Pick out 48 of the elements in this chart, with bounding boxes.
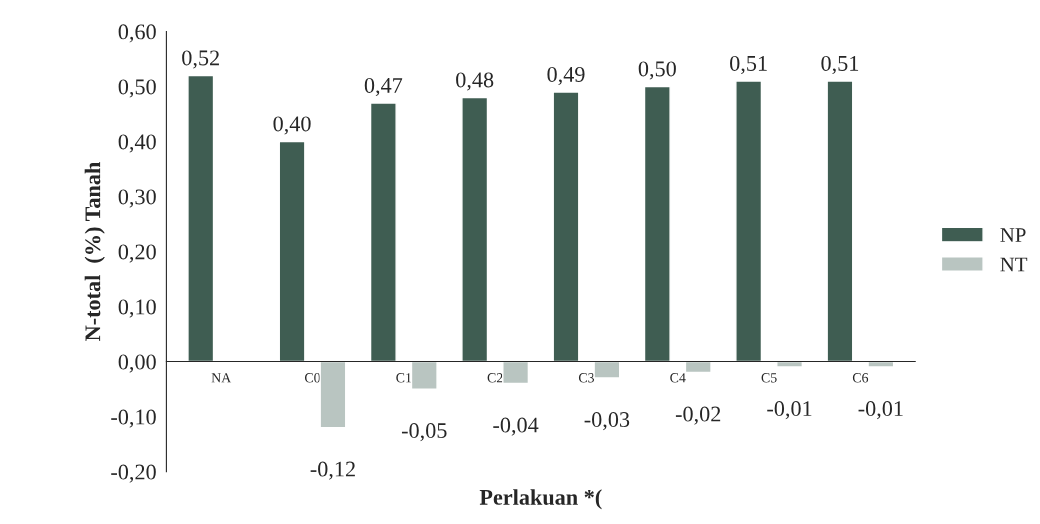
y-tick-label: 0,00 bbox=[118, 354, 156, 373]
x-tick-label: C4 bbox=[670, 373, 686, 383]
data-label: 0,49 bbox=[547, 66, 585, 86]
bar bbox=[735, 80, 763, 363]
bar bbox=[187, 74, 215, 363]
x-tick-label: C6 bbox=[852, 373, 869, 383]
y-tick-label: 0,40 bbox=[118, 134, 156, 153]
data-label: -0,03 bbox=[584, 412, 630, 431]
bar bbox=[410, 360, 438, 390]
data-label: -0,05 bbox=[401, 423, 447, 442]
data-label: -0,12 bbox=[310, 461, 355, 480]
x-tick-label: NA bbox=[211, 373, 232, 383]
data-label: 0,48 bbox=[456, 72, 494, 91]
data-label: -0,01 bbox=[858, 401, 903, 420]
y-tick-label: -0,10 bbox=[111, 409, 156, 428]
data-label: -0,04 bbox=[493, 417, 539, 436]
bar bbox=[369, 102, 397, 363]
data-label: -0,02 bbox=[675, 406, 721, 425]
x-tick-label: C2 bbox=[487, 373, 503, 383]
bar bbox=[593, 360, 621, 379]
y-tick-label: -0,20 bbox=[111, 464, 156, 483]
bar bbox=[643, 85, 671, 363]
data-label: 0,51 bbox=[730, 55, 767, 75]
bar bbox=[552, 91, 580, 363]
bar bbox=[461, 96, 489, 363]
y-tick-label: 0,60 bbox=[118, 24, 156, 43]
data-label: 0,40 bbox=[273, 116, 311, 135]
data-label: 0,52 bbox=[182, 50, 219, 69]
legend-label: NT bbox=[1000, 257, 1028, 272]
x-tick-label: C5 bbox=[761, 373, 777, 383]
y-axis-title: N-total (%) Tanah bbox=[84, 162, 105, 341]
bar bbox=[278, 140, 306, 363]
y-tick-label: 0,50 bbox=[118, 79, 156, 98]
x-tick-label: C0 bbox=[304, 373, 321, 383]
data-label: 0,50 bbox=[638, 61, 676, 80]
data-label: 0,47 bbox=[364, 77, 403, 97]
bar bbox=[502, 360, 530, 385]
y-tick-label: 0,30 bbox=[118, 189, 156, 208]
data-label: 0,51 bbox=[821, 55, 859, 75]
x-axis-title: Perlakuan *( bbox=[479, 489, 602, 510]
data-label: -0,01 bbox=[767, 401, 812, 420]
bar bbox=[319, 360, 347, 429]
x-tick-label: C1 bbox=[396, 373, 412, 383]
bar bbox=[826, 80, 854, 363]
y-tick-label: 0,20 bbox=[118, 244, 156, 263]
y-tick-label: 0,10 bbox=[118, 299, 156, 318]
x-tick-label: C3 bbox=[578, 373, 595, 383]
legend-label: NP bbox=[1000, 228, 1026, 242]
